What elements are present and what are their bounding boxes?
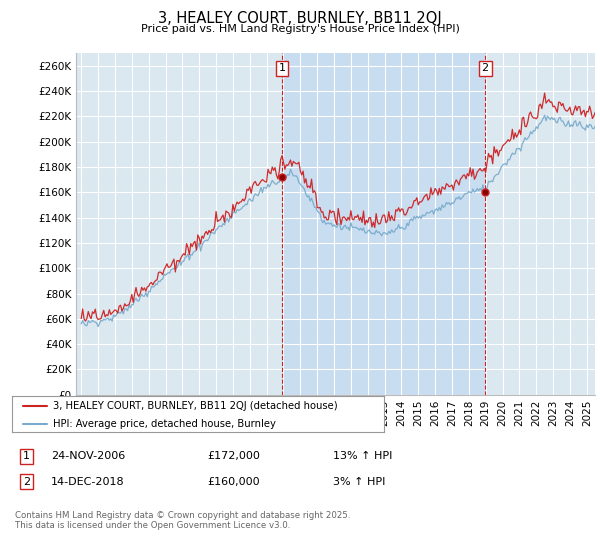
- Text: 1: 1: [278, 63, 286, 73]
- Bar: [282, 53, 485, 395]
- Text: 3% ↑ HPI: 3% ↑ HPI: [333, 477, 385, 487]
- Text: 14-DEC-2018: 14-DEC-2018: [51, 477, 125, 487]
- Text: 3, HEALEY COURT, BURNLEY, BB11 2QJ: 3, HEALEY COURT, BURNLEY, BB11 2QJ: [158, 11, 442, 26]
- Text: Contains HM Land Registry data © Crown copyright and database right 2025.
This d: Contains HM Land Registry data © Crown c…: [15, 511, 350, 530]
- Text: 24-NOV-2006: 24-NOV-2006: [51, 451, 125, 461]
- Text: 2: 2: [23, 477, 30, 487]
- Text: £160,000: £160,000: [207, 477, 260, 487]
- Text: 3, HEALEY COURT, BURNLEY, BB11 2QJ (detached house): 3, HEALEY COURT, BURNLEY, BB11 2QJ (deta…: [53, 401, 338, 410]
- Text: 1: 1: [23, 451, 30, 461]
- Text: 2: 2: [482, 63, 489, 73]
- Text: 13% ↑ HPI: 13% ↑ HPI: [333, 451, 392, 461]
- Text: HPI: Average price, detached house, Burnley: HPI: Average price, detached house, Burn…: [53, 419, 276, 430]
- Text: Price paid vs. HM Land Registry's House Price Index (HPI): Price paid vs. HM Land Registry's House …: [140, 24, 460, 34]
- Text: £172,000: £172,000: [207, 451, 260, 461]
